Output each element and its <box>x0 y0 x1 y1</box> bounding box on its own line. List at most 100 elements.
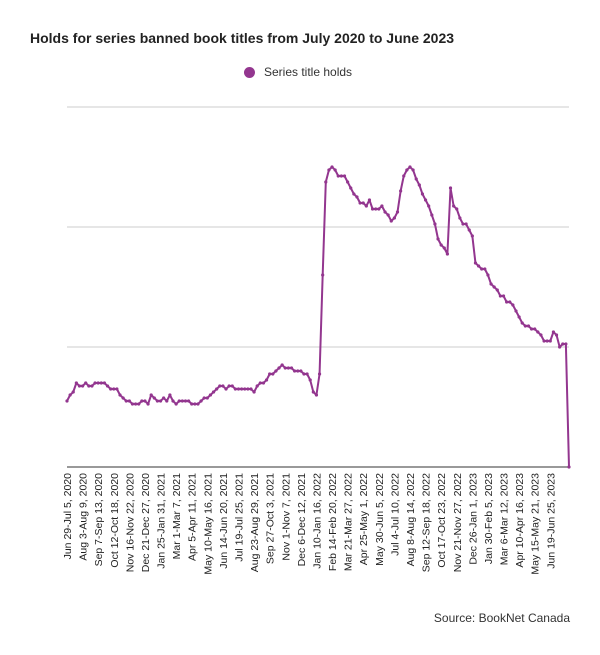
data-point <box>221 384 225 388</box>
data-point <box>402 174 406 178</box>
data-point <box>520 321 524 325</box>
data-point <box>224 387 228 391</box>
data-point <box>511 303 515 307</box>
data-point <box>152 396 156 400</box>
data-point <box>84 381 88 385</box>
data-point <box>202 396 206 400</box>
data-point <box>190 402 194 406</box>
data-point <box>74 381 78 385</box>
data-point <box>149 393 153 397</box>
data-point <box>302 372 306 376</box>
x-tick-label: Aug 23-Aug 29, 2021 <box>249 473 261 572</box>
data-point <box>458 216 462 220</box>
data-point <box>452 204 456 208</box>
x-tick-label: Dec 26-Jan 1, 2023 <box>467 473 479 565</box>
data-point <box>567 465 571 469</box>
data-point <box>526 324 531 328</box>
data-point <box>564 342 568 346</box>
x-tick-label: Apr 10-Apr 16, 2023 <box>514 473 526 568</box>
data-point <box>208 393 213 397</box>
data-point <box>374 207 378 211</box>
data-point <box>327 168 331 172</box>
data-point <box>227 384 231 388</box>
data-point <box>293 369 297 373</box>
data-point <box>445 252 449 256</box>
data-point <box>551 330 556 334</box>
data-point <box>414 177 418 181</box>
data-point <box>395 210 400 214</box>
data-point <box>99 381 103 385</box>
data-point <box>380 204 384 208</box>
data-point <box>324 180 328 184</box>
legend-label: Series title holds <box>264 65 353 79</box>
data-point <box>305 372 309 376</box>
chart-legend: Series title holds <box>244 65 352 79</box>
data-point <box>280 363 284 367</box>
data-point <box>352 192 356 196</box>
data-point <box>130 402 135 406</box>
data-point <box>289 366 294 370</box>
data-point <box>439 243 443 247</box>
data-point <box>495 288 499 292</box>
data-point <box>408 165 412 169</box>
data-point <box>346 180 350 184</box>
legend-swatch <box>244 66 255 78</box>
data-point <box>274 369 278 373</box>
data-point <box>171 399 175 403</box>
data-point <box>399 189 403 193</box>
data-point <box>218 384 222 388</box>
data-point <box>137 402 141 406</box>
data-point <box>436 237 440 241</box>
x-tick-label: Oct 12-Oct 18, 2020 <box>109 473 121 568</box>
data-point <box>233 387 237 391</box>
data-point <box>473 261 478 265</box>
x-tick-label: Nov 16-Nov 22, 2020 <box>124 473 136 572</box>
x-tick-label: Mar 6-Mar 12, 2023 <box>499 473 511 565</box>
x-tick-label: Sep 27-Oct 3, 2021 <box>265 473 277 564</box>
x-axis-tick-labels: Jun 29-Jul 5, 2020 Aug 3-Aug 9, 2020 Sep 7… <box>62 473 557 575</box>
data-point <box>162 396 166 400</box>
data-point <box>68 393 72 397</box>
data-point <box>361 201 365 205</box>
data-point <box>165 399 169 403</box>
data-point <box>455 207 459 211</box>
chart-source: Source: BookNet Canada <box>433 611 570 625</box>
data-point <box>523 324 527 328</box>
chart-title: Holds for series banned book titles from… <box>30 30 455 46</box>
x-tick-label: Jun 19-Jun 25, 2023 <box>545 473 557 569</box>
data-point <box>65 399 69 403</box>
x-tick-label: Apr 25-May 1, 2022 <box>358 473 370 565</box>
data-point <box>299 369 303 373</box>
data-point <box>249 387 253 391</box>
data-point <box>193 402 197 406</box>
data-point <box>505 300 509 304</box>
data-point <box>105 384 110 388</box>
data-point <box>417 183 421 187</box>
x-tick-label: Mar 21-Mar 27, 2022 <box>343 473 355 571</box>
data-point <box>177 399 181 403</box>
data-point <box>146 402 150 406</box>
data-point <box>554 333 559 337</box>
x-tick-label: May 10-May 16, 2021 <box>202 473 214 575</box>
data-point <box>498 294 503 298</box>
data-point <box>115 387 119 391</box>
data-point <box>143 399 147 403</box>
data-point <box>514 309 518 313</box>
data-point <box>112 387 116 391</box>
data-point <box>427 204 431 208</box>
data-point <box>236 387 241 391</box>
data-point <box>296 369 300 373</box>
data-point <box>508 300 512 304</box>
data-point <box>333 168 337 172</box>
data-point <box>392 216 396 220</box>
data-point <box>542 339 546 343</box>
data-point <box>536 330 540 334</box>
data-point <box>517 315 521 319</box>
data-point <box>405 168 409 172</box>
data-point <box>187 399 191 403</box>
data-point <box>358 201 362 205</box>
x-tick-label: Apr 5-Apr 11, 2021 <box>187 473 199 561</box>
data-point <box>121 396 125 400</box>
data-point <box>489 282 493 286</box>
x-tick-label: May 15-May 21, 2023 <box>530 473 542 575</box>
